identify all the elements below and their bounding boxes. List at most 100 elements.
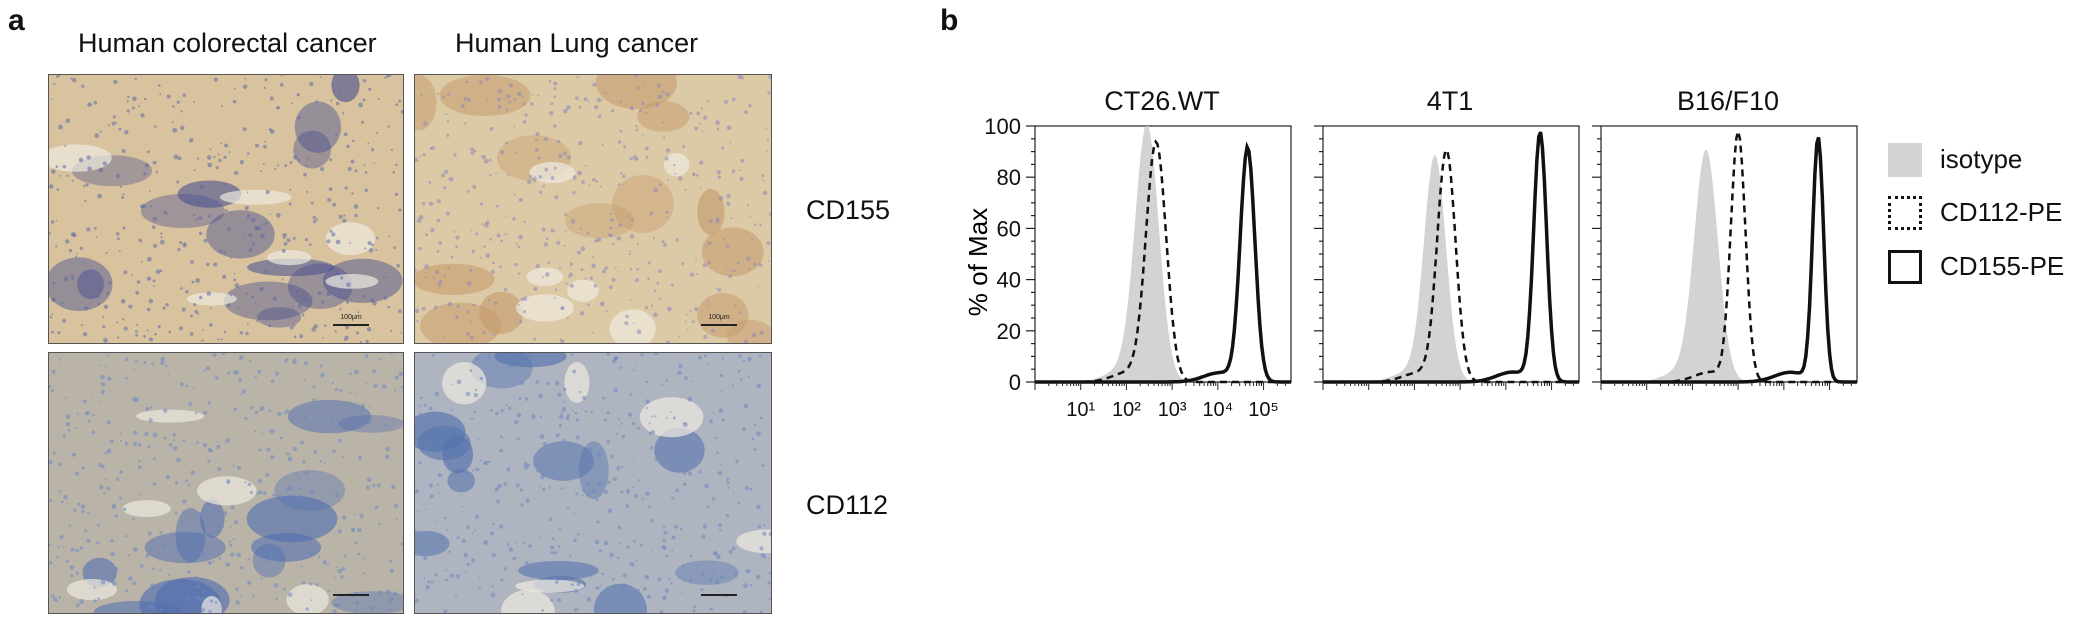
nucleus-dot — [768, 75, 771, 80]
series-cd155-pe — [1035, 141, 1291, 384]
nucleus-dot — [172, 446, 178, 451]
nucleus-dot — [111, 581, 117, 586]
nucleus-dot — [252, 242, 256, 246]
nucleus-dot — [260, 170, 263, 173]
nucleus-dot — [248, 359, 252, 363]
nucleus-dot — [608, 598, 611, 602]
nucleus-dot — [155, 269, 161, 275]
nucleus-dot — [635, 124, 638, 128]
nucleus-dot — [700, 572, 705, 577]
nucleus-dot — [87, 512, 91, 515]
nucleus-dot — [337, 438, 342, 443]
nucleus-dot — [318, 555, 321, 558]
nucleus-dot — [86, 410, 91, 415]
nucleus-dot — [53, 83, 56, 86]
nucleus-dot — [97, 302, 101, 306]
nucleus-dot — [537, 94, 540, 97]
nucleus-dot — [384, 454, 390, 459]
nucleus-dot — [707, 363, 710, 366]
nucleus-dot — [82, 260, 85, 263]
nucleus-dot — [289, 285, 293, 289]
nucleus-dot — [702, 263, 707, 268]
nucleus-dot — [400, 109, 403, 114]
nucleus-dot — [322, 560, 328, 565]
nucleus-dot — [292, 446, 297, 452]
nucleus-dot — [474, 388, 478, 392]
nucleus-dot — [485, 220, 490, 225]
nucleus-dot — [100, 374, 105, 380]
nucleus-dot — [416, 319, 419, 323]
nucleus-dot — [616, 432, 619, 435]
nucleus-dot — [350, 159, 355, 164]
nucleus-dot — [580, 268, 584, 272]
nucleus-dot — [707, 241, 712, 246]
nucleus-dot — [595, 498, 599, 502]
nucleus-dot — [264, 270, 268, 274]
nucleus-dot — [176, 100, 180, 104]
nucleus-dot — [107, 354, 109, 357]
tissue-cluster — [415, 530, 450, 557]
nucleus-dot — [739, 169, 742, 172]
nucleus-dot — [716, 170, 721, 175]
nucleus-dot — [429, 147, 433, 151]
nucleus-dot — [269, 555, 274, 559]
nucleus-dot — [588, 453, 592, 457]
nucleus-dot — [632, 486, 635, 489]
nucleus-dot — [563, 151, 567, 156]
nucleus-dot — [650, 519, 654, 523]
nucleus-dot — [206, 262, 210, 267]
nucleus-dot — [766, 138, 769, 141]
nucleus-dot — [365, 339, 369, 343]
nucleus-dot — [647, 505, 651, 509]
nucleus-dot — [160, 236, 163, 239]
lumen-space — [516, 294, 574, 322]
nucleus-dot — [515, 151, 518, 154]
nucleus-dot — [385, 589, 391, 595]
nucleus-dot — [565, 282, 568, 285]
panel-b-letter: b — [940, 4, 959, 37]
nucleus-dot — [77, 502, 81, 506]
nucleus-dot — [177, 156, 182, 161]
nucleus-dot — [616, 236, 622, 241]
nucleus-dot — [663, 530, 668, 535]
nucleus-dot — [70, 574, 74, 578]
nucleus-dot — [626, 492, 630, 495]
nucleus-dot — [66, 174, 69, 178]
nucleus-dot — [201, 515, 205, 518]
nucleus-dot — [743, 583, 748, 589]
nucleus-dot — [132, 517, 135, 521]
nucleus-dot — [247, 482, 252, 487]
nucleus-dot — [370, 148, 375, 152]
nucleus-dot — [248, 248, 253, 253]
nucleus-dot — [739, 75, 744, 80]
nucleus-dot — [742, 427, 746, 432]
nucleus-dot — [84, 274, 88, 278]
nucleus-dot — [297, 303, 302, 308]
nucleus-dot — [347, 166, 352, 171]
x-tick-label: 10⁴ — [1202, 399, 1233, 421]
nucleus-dot — [737, 501, 741, 505]
nucleus-dot — [637, 426, 640, 430]
nucleus-dot — [119, 432, 122, 435]
nucleus-dot — [274, 168, 277, 171]
nucleus-dot — [446, 120, 450, 123]
tissue-cluster — [654, 427, 705, 473]
nucleus-dot — [376, 207, 380, 210]
nucleus-dot — [201, 552, 206, 558]
nucleus-dot — [734, 573, 738, 577]
nucleus-dot — [423, 403, 427, 407]
nucleus-dot — [93, 599, 97, 603]
nucleus-dot — [762, 179, 765, 182]
nucleus-dot — [207, 401, 211, 405]
nucleus-dot — [496, 97, 501, 102]
nucleus-dot — [144, 163, 150, 168]
nucleus-dot — [557, 392, 562, 397]
nucleus-dot — [304, 237, 308, 242]
nucleus-dot — [468, 473, 471, 476]
nucleus-dot — [363, 164, 366, 167]
nucleus-dot — [291, 305, 294, 309]
nucleus-dot — [110, 551, 115, 557]
nucleus-dot — [374, 505, 379, 510]
nucleus-dot — [428, 483, 433, 488]
nucleus-dot — [604, 266, 608, 271]
